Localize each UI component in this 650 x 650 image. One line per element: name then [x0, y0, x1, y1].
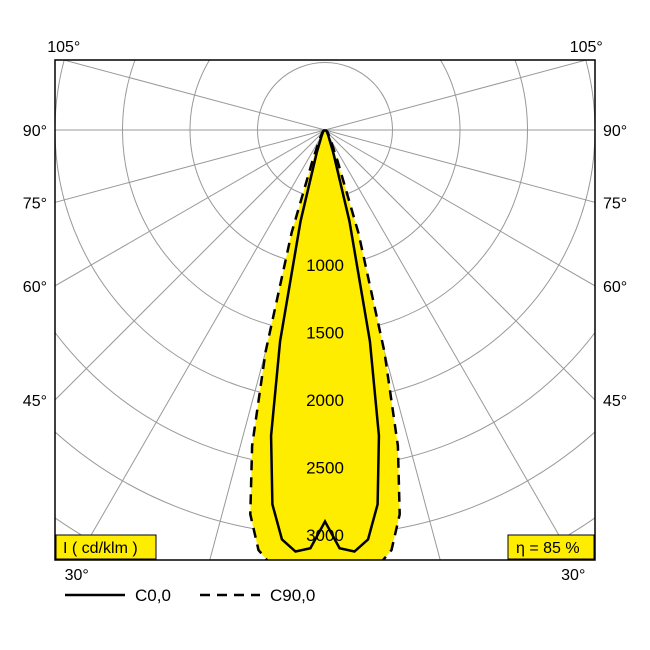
legend-label-c0: C0,0: [135, 586, 171, 605]
svg-text:1500: 1500: [306, 324, 344, 343]
angle-labels-left: 30° 45° 60° 75° 90° 105°: [23, 39, 89, 584]
svg-text:75°: 75°: [603, 195, 627, 212]
svg-text:30°: 30°: [561, 567, 585, 584]
svg-text:1000: 1000: [306, 256, 344, 275]
svg-text:60°: 60°: [603, 279, 627, 296]
svg-text:75°: 75°: [23, 195, 47, 212]
svg-text:90°: 90°: [23, 123, 47, 140]
svg-text:60°: 60°: [23, 279, 47, 296]
svg-text:90°: 90°: [603, 123, 627, 140]
svg-text:30°: 30°: [65, 567, 89, 584]
efficiency-label: η = 85 %: [516, 540, 580, 557]
svg-text:105°: 105°: [47, 39, 80, 56]
legend-label-c90: C90,0: [270, 586, 315, 605]
svg-text:105°: 105°: [570, 39, 603, 56]
polar-intensity-chart: 1000 1500 2000 2500 3000 I ( cd/klm ) η = 85…: [0, 0, 650, 650]
svg-text:2500: 2500: [306, 459, 344, 478]
svg-text:45°: 45°: [23, 393, 47, 410]
legend: C0,0 C90,0: [65, 586, 315, 605]
angle-labels-right: 30° 45° 60° 75° 90° 105°: [561, 39, 627, 584]
svg-text:45°: 45°: [603, 393, 627, 410]
units-label: I ( cd/klm ): [63, 540, 138, 557]
svg-text:3000: 3000: [306, 526, 344, 545]
svg-text:2000: 2000: [306, 391, 344, 410]
